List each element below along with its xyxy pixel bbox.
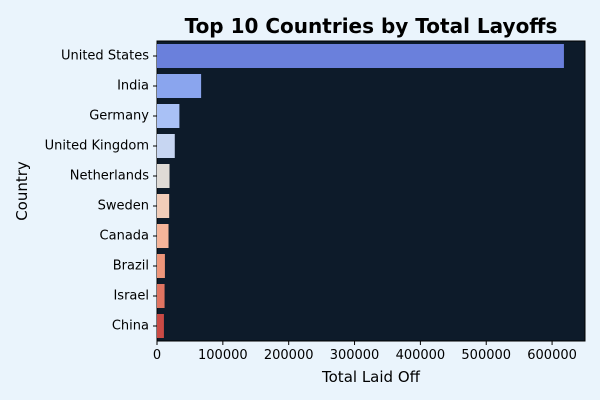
y-tick-label: China bbox=[112, 319, 149, 334]
x-tick-label: 100000 bbox=[198, 348, 248, 363]
x-tick-label: 400000 bbox=[396, 348, 446, 363]
x-tick-label: 200000 bbox=[264, 348, 314, 363]
bars-layer bbox=[157, 44, 564, 338]
x-tick-label: 500000 bbox=[461, 348, 511, 363]
y-tick-label: India bbox=[117, 79, 149, 94]
y-tick-label: Netherlands bbox=[70, 169, 149, 184]
bar bbox=[157, 254, 165, 278]
bar bbox=[157, 74, 202, 98]
bar bbox=[157, 104, 180, 128]
x-tick-label: 600000 bbox=[527, 348, 577, 363]
bar bbox=[157, 284, 165, 308]
bar bbox=[157, 224, 169, 248]
chart-title: Top 10 Countries by Total Layoffs bbox=[185, 14, 558, 38]
bar bbox=[157, 194, 170, 218]
bar bbox=[157, 164, 170, 188]
bar bbox=[157, 134, 175, 158]
y-tick-label: Canada bbox=[100, 229, 149, 244]
x-tick-label: 300000 bbox=[330, 348, 380, 363]
bar bbox=[157, 44, 564, 68]
x-axis-title: Total Laid Off bbox=[321, 368, 421, 386]
y-tick-label: Israel bbox=[113, 289, 149, 304]
y-tick-label: Germany bbox=[89, 109, 149, 124]
bar bbox=[157, 314, 164, 338]
plot-area bbox=[156, 40, 586, 342]
y-axis-title: Country bbox=[13, 161, 31, 221]
x-tick-label: 0 bbox=[153, 348, 161, 363]
x-axis: 0 100000 200000 300000 400000 500000 600000 bbox=[153, 341, 577, 363]
y-tick-label: United Kingdom bbox=[45, 139, 149, 154]
y-tick-label: United States bbox=[61, 49, 149, 64]
y-tick-label: Sweden bbox=[98, 199, 149, 214]
y-tick-label: Brazil bbox=[113, 259, 149, 274]
y-axis: United States India Germany United Kingdom N… bbox=[45, 49, 157, 334]
